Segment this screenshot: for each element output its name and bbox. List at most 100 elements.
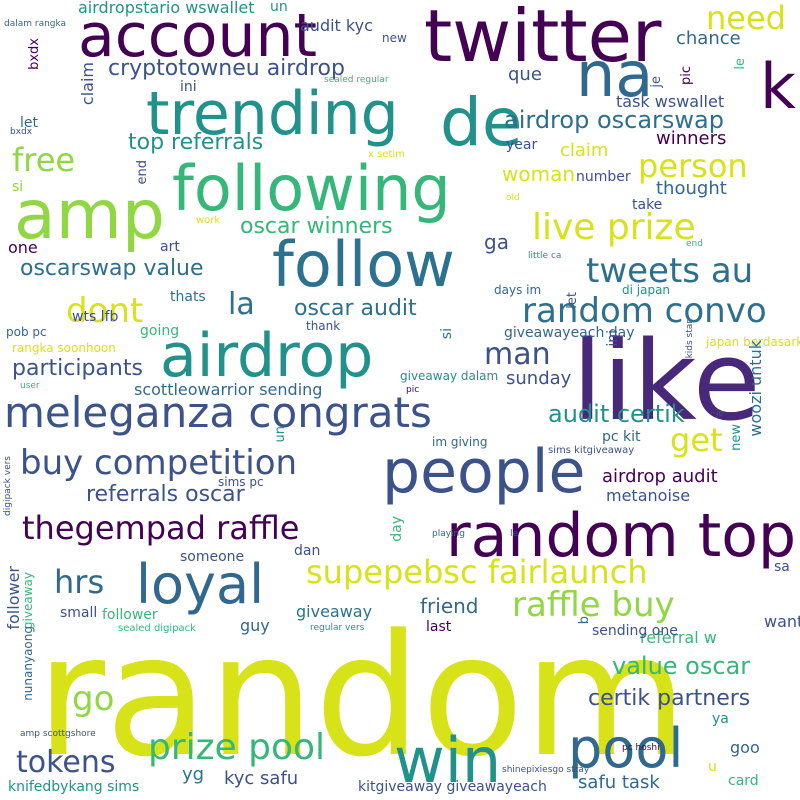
word-nunanyaong-display: nunanyaong [21, 626, 35, 701]
word-thats: wts lfb [72, 309, 119, 325]
word-friend: friend [420, 594, 479, 618]
word-like: like [572, 317, 761, 445]
word-airdrop-oscarswap: airdrop oscarswap [504, 106, 724, 134]
word-sending-one: referral w [640, 628, 717, 647]
word-loyal: loyal [136, 553, 265, 616]
word-japan-berdasarkan: rangka soonhoon [12, 341, 116, 355]
word-day: day [389, 516, 405, 542]
word-person: person [638, 147, 748, 185]
word-kyc-safu: kyc safu [224, 768, 299, 789]
word-digipack-vers-display: digipack vers [3, 456, 13, 516]
word-pc-kit: take [632, 197, 663, 213]
word-tokens: tokens [16, 745, 116, 780]
word-dan: follower [102, 607, 158, 623]
word-chance: chance [676, 28, 741, 49]
word-scottleowarrior-sending: scottleowarrior sending [134, 380, 323, 399]
word-pool: pool [568, 717, 684, 780]
word-sealed-digipack: sealed regular [324, 75, 389, 85]
word-official-pc: amp scottgshore [20, 729, 96, 739]
word-airdropstario-wswallet: airdropstario wswallet [78, 0, 255, 17]
word-supepebsc-fairlaunch: supepebsc fairlaunch [306, 553, 648, 591]
word-ya: sa [774, 559, 790, 575]
word-u: goo [730, 738, 760, 757]
word-berdasarkan-destinyprize: pic [406, 385, 420, 395]
word-airdrop: airdrop [160, 321, 374, 391]
word-si: si [439, 328, 455, 340]
word-meleganza-congrats: meleganza congrats [4, 388, 432, 437]
word-referral-w: metanoise [606, 486, 691, 505]
word-certik-partners: certik partners [588, 686, 751, 711]
word-twitter: twitter [424, 0, 662, 78]
word-un: un [273, 426, 288, 443]
word-old: let [20, 115, 38, 131]
word-trending: trending [146, 79, 399, 149]
word-giveaway: giveaway [21, 572, 35, 630]
word-new: new [729, 424, 744, 451]
word-kids-star: kids star [685, 320, 695, 359]
word-dalam-rangka: im giving [432, 435, 488, 449]
word-hrs: hrs [54, 563, 105, 601]
word-cryptotowneu-airdrop: cryptotowneu airdrop [108, 56, 345, 81]
word-random-convo: random convo [522, 291, 767, 331]
word-shinepixiesgo-stray: bxdx [10, 127, 33, 137]
word-wts-lfb: one [8, 238, 38, 257]
word-na: na [576, 38, 654, 111]
word-giveawayeach-day: pob pc [6, 325, 47, 339]
word-pc-hoshi: old [506, 193, 520, 203]
word-x-setim: sims pc [218, 475, 264, 489]
word-vers-sealed: pc hoshi [622, 743, 660, 753]
word-lfb-ph: little ca [528, 251, 562, 261]
word-rangka-soonhoon: last [426, 619, 452, 635]
word-sims-kitgiveaway: di japan [622, 283, 671, 297]
word-regular-vers: dalam rangka [4, 19, 67, 29]
word-thought: thought [656, 178, 727, 199]
word-live-prize: live prize [532, 207, 696, 248]
word-value-oscar: value oscar [612, 652, 751, 680]
word-people: people [382, 437, 586, 507]
word-pic: pic [679, 66, 694, 86]
word-airdrop-audit: airdrop audit [602, 466, 718, 487]
word-im-giving: japan berdasarkan [706, 335, 800, 349]
word-metanoise: pc kit [602, 429, 641, 445]
word-top-referrals: top referrals [128, 130, 264, 155]
word-giveaway-dalam: thank [306, 319, 341, 333]
word-let: let [565, 292, 580, 309]
word-audit-certik: audit certik [548, 400, 685, 428]
word-le: le [733, 58, 748, 70]
word-amp-scottgshore: x setim [368, 149, 405, 160]
word-woman: year [506, 137, 538, 153]
word-little-ca: un [270, 0, 288, 15]
word-kitgiveaway-giveawayeach: kitgiveaway giveawayeach [358, 779, 547, 795]
word-art: going [140, 323, 180, 339]
word-random-top: random top [446, 501, 797, 571]
word-dont: dont [66, 291, 144, 331]
word-small: card [728, 773, 759, 789]
word-knifedbykang-sims: knifedbykang sims [8, 779, 140, 795]
word-go: go [72, 679, 115, 719]
word-number: art [160, 239, 180, 255]
word-get: get [670, 421, 723, 459]
word-oscar-winners: oscar winners [240, 214, 393, 239]
word-win: win [394, 724, 502, 797]
word-ini: ini [605, 330, 621, 347]
word-thegempad-raffle: thegempad raffle [22, 509, 300, 547]
word-sunday: sunday [506, 368, 572, 389]
word-task-wswallet: task wswallet [616, 92, 725, 111]
word-user: new [382, 31, 407, 45]
word-bxdx-display: bxdx [27, 38, 42, 70]
word-one: ga [484, 230, 509, 254]
word-follower: follower [4, 566, 23, 630]
word-random: random [36, 598, 688, 794]
word-sims-pc: days im [494, 283, 542, 297]
word-hoshi-woozi: shinepixiesgo stray [502, 765, 590, 775]
word-last: guy [240, 616, 270, 635]
word-account: account [78, 1, 318, 71]
word-guy: small [60, 605, 98, 621]
word-vers-pob: regular vers [310, 623, 365, 633]
word-di-japan: giveaway dalam [400, 369, 499, 383]
word-la: la [228, 287, 255, 322]
word-follow: follow [272, 228, 455, 301]
word-que: que [508, 64, 542, 85]
word-soonhoon-x: sealed digipack [118, 623, 196, 634]
